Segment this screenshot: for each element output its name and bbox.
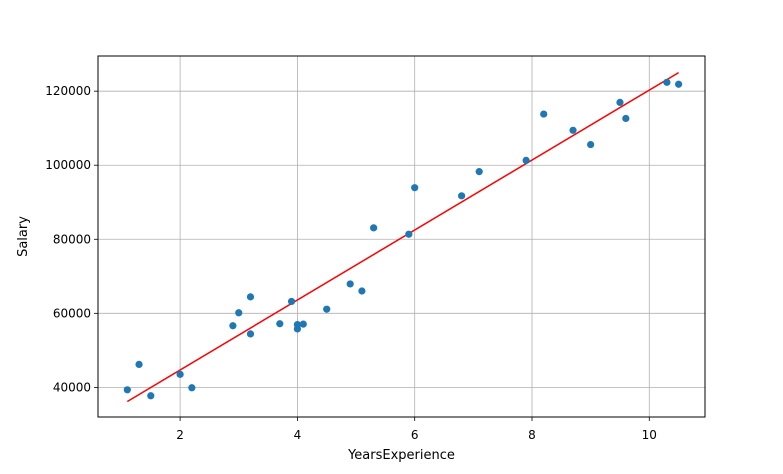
data-point	[540, 110, 548, 118]
data-point	[147, 392, 155, 400]
plot-area-frame	[97, 55, 706, 418]
data-point	[358, 287, 366, 295]
y-tick-label: 60000	[53, 306, 91, 320]
regression-line-layer	[126, 71, 679, 403]
data-point	[616, 98, 624, 106]
data-point	[622, 114, 630, 123]
data-point	[675, 80, 683, 88]
data-point	[299, 320, 307, 328]
y-tick-label: 80000	[53, 232, 91, 246]
data-point	[123, 386, 131, 394]
y-axis-label: Salary	[16, 216, 31, 257]
x-tick-label: 10	[642, 428, 657, 442]
data-point	[287, 297, 296, 306]
data-point	[323, 305, 331, 313]
y-tick-label: 40000	[53, 380, 91, 394]
data-point	[458, 192, 466, 200]
x-tick-label: 2	[176, 428, 184, 442]
y-tick-label: 120000	[45, 84, 91, 98]
data-point	[176, 370, 184, 378]
data-point	[475, 168, 483, 176]
x-tick-label: 6	[411, 428, 419, 442]
data-point	[246, 293, 255, 301]
data-point	[188, 384, 196, 392]
y-axis-ticks: 40000 60000 80000 100000 120000	[45, 84, 98, 394]
data-point	[569, 126, 577, 134]
x-axis-ticks: 2 4 6 8 10	[176, 417, 657, 442]
x-axis-label: YearsExperience	[347, 448, 455, 463]
data-point	[405, 230, 413, 238]
data-point	[587, 140, 595, 149]
data-point	[663, 78, 671, 86]
data-point	[135, 360, 143, 369]
data-point	[293, 320, 302, 329]
grid-lines	[98, 56, 705, 417]
data-point	[370, 224, 378, 232]
data-point	[346, 280, 354, 288]
data-point	[246, 330, 255, 338]
data-point	[276, 320, 284, 328]
y-tick-label: 100000	[45, 158, 91, 172]
x-tick-label: 4	[294, 428, 302, 442]
regression-line	[126, 71, 679, 403]
x-tick-label: 8	[528, 428, 536, 442]
data-point	[411, 184, 419, 192]
data-point	[235, 309, 243, 317]
data-points	[123, 78, 683, 400]
data-point	[522, 156, 530, 165]
data-point	[229, 322, 237, 330]
